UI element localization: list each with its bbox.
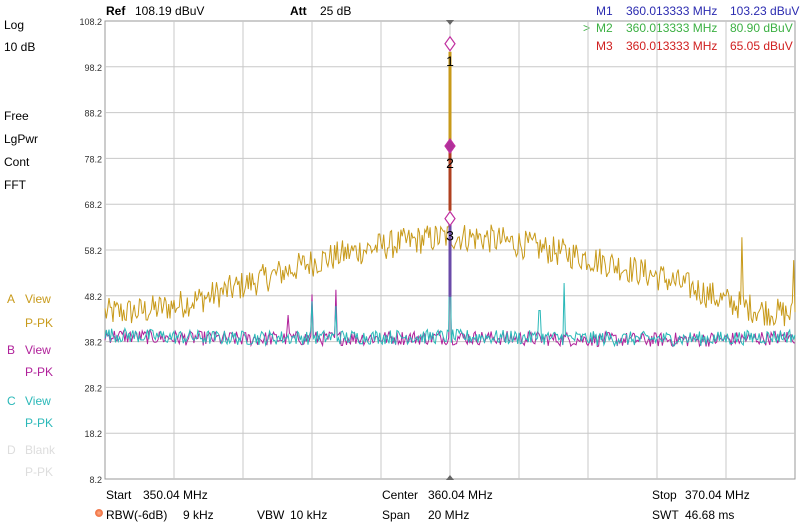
y-tick-label: 108.2 [79, 17, 102, 27]
y-tick-label: 48.2 [84, 292, 102, 302]
swt-value[interactable]: 46.68 ms [685, 508, 735, 522]
marker-m2-id[interactable]: M2 [596, 21, 613, 35]
y-tick-label: 98.2 [84, 63, 102, 73]
trace-c-detector[interactable]: P-PK [25, 416, 54, 430]
swt-label: SWT [652, 508, 679, 522]
rbw-value[interactable]: 9 kHz [183, 508, 214, 522]
span-value[interactable]: 20 MHz [428, 508, 470, 522]
marker-m3-id[interactable]: M3 [596, 39, 613, 53]
marker-m3-number: 3 [446, 228, 454, 244]
vbw-label: VBW [257, 508, 285, 522]
trace-c-letter[interactable]: C [7, 394, 16, 408]
y-tick-label: 88.2 [84, 109, 102, 119]
marker-m1-id[interactable]: M1 [596, 4, 613, 18]
mode-fft: FFT [4, 178, 26, 192]
y-tick-label: 68.2 [84, 200, 102, 210]
y-tick-label: 8.2 [89, 475, 102, 485]
trace-d-letter[interactable]: D [7, 443, 16, 457]
trace-b-detector[interactable]: P-PK [25, 365, 54, 379]
mode-lgpwr: LgPwr [4, 132, 39, 146]
trace-b-letter[interactable]: B [7, 343, 16, 357]
y-tick-label: 38.2 [84, 338, 102, 348]
stop-label: Stop [652, 488, 677, 502]
start-label: Start [106, 488, 132, 502]
rbw-label: RBW(-6dB) [106, 508, 168, 522]
y-tick-label: 28.2 [84, 383, 102, 393]
y-tick-label: 18.2 [84, 429, 102, 439]
marker-m1-number: 1 [446, 53, 454, 69]
trace-a-detector[interactable]: P-PK [25, 316, 54, 330]
center-value[interactable]: 360.04 MHz [428, 488, 493, 502]
start-value[interactable]: 350.04 MHz [143, 488, 208, 502]
center-label: Center [382, 488, 419, 502]
trace-d-mode[interactable]: Blank [25, 443, 56, 457]
trace-d-detector[interactable]: P-PK [25, 465, 54, 479]
y-tick-labels: 108.2 98.2 88.2 78.2 68.2 58.2 48.2 38.2 28.2 18.… [79, 17, 102, 485]
rbw-coupled-indicator-icon [95, 509, 103, 517]
stop-value[interactable]: 370.04 MHz [685, 488, 750, 502]
trace-a-mode[interactable]: View [25, 292, 51, 306]
marker-m3-freq: 360.013333 MHz [626, 39, 718, 53]
marker-m2-freq: 360.013333 MHz [626, 21, 718, 35]
scale-type: Log [4, 18, 25, 32]
mode-cont: Cont [4, 155, 30, 169]
marker-m1-level: 103.23 dBuV [730, 4, 800, 18]
trace-c-mode[interactable]: View [25, 394, 51, 408]
ref-label: Ref [106, 4, 126, 18]
att-value: 25 dB [320, 4, 352, 18]
marker-m2-number: 2 [446, 155, 454, 171]
marker-m2-level: 80.90 dBuV [730, 21, 793, 35]
ref-value: 108.19 dBuV [135, 4, 205, 18]
mode-free: Free [4, 109, 29, 123]
span-label: Span [382, 508, 411, 522]
scale-div: 10 dB [4, 40, 36, 54]
marker-symbols: 1 2 3 [444, 35, 456, 297]
center-top-marker-icon [446, 20, 454, 25]
att-label: Att [290, 4, 307, 18]
center-bottom-marker-icon [446, 475, 454, 480]
trace-b-mode[interactable]: View [25, 343, 51, 357]
vbw-value[interactable]: 10 kHz [290, 508, 328, 522]
marker-m3-diamond-icon[interactable] [444, 210, 456, 227]
y-tick-label: 78.2 [84, 154, 102, 164]
marker-m1-freq: 360.013333 MHz [626, 4, 718, 18]
marker-m3-level: 65.05 dBuV [730, 39, 793, 53]
marker-m1-diamond-icon[interactable] [444, 35, 456, 52]
marker-m2-diamond-icon[interactable] [444, 138, 456, 155]
y-tick-label: 58.2 [84, 246, 102, 256]
active-marker-indicator: > [583, 21, 591, 35]
trace-a-letter[interactable]: A [7, 292, 16, 306]
